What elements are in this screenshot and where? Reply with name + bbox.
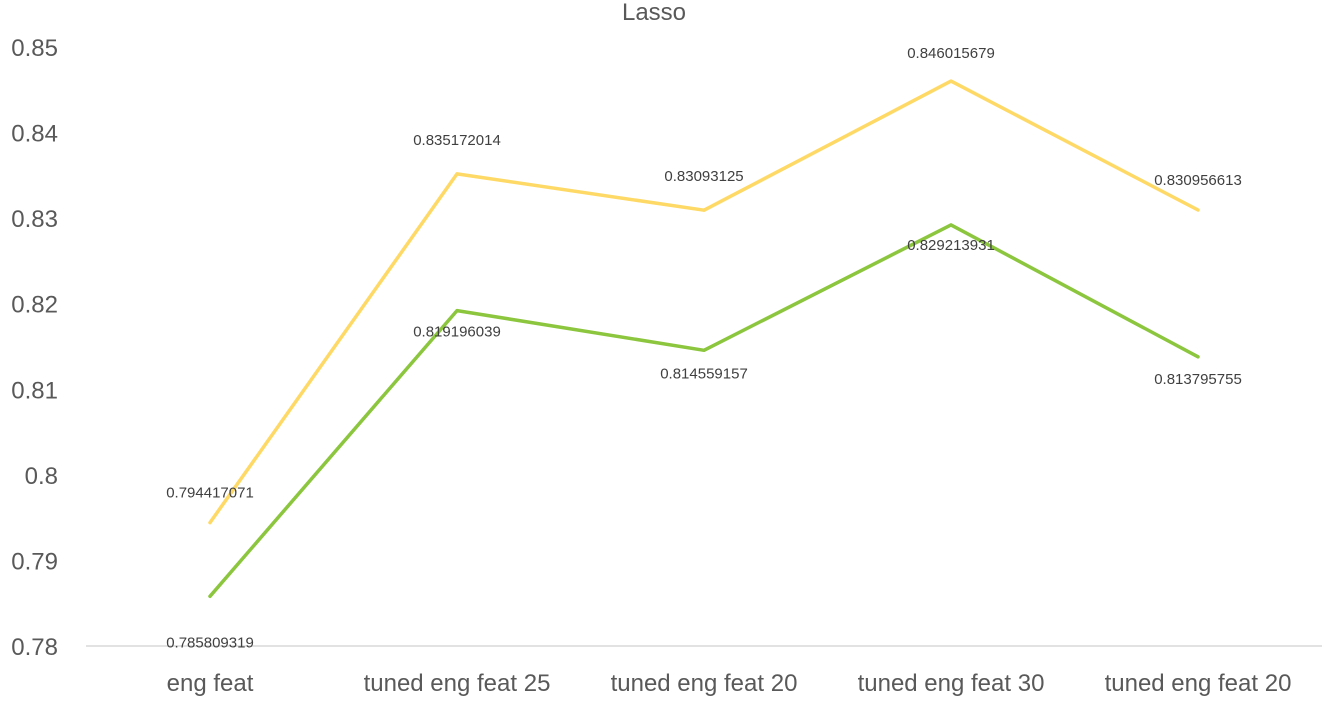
y-tick-label: 0.82 [11,292,58,319]
x-tick-label: tuned eng feat 25 [364,670,551,697]
data-label: 0.830956613 [1154,172,1242,189]
series-1-point [702,208,706,212]
series-2-point [455,309,459,313]
series-line-2 [208,223,1200,599]
data-label: 0.83093125 [664,168,743,185]
series-2-point [702,348,706,352]
y-axis-ticks: 0.78 0.79 0.8 0.81 0.82 0.83 0.84 0.85 [11,35,58,661]
data-label: 0.819196039 [413,324,501,341]
x-tick-label: tuned eng feat 20 [611,670,798,697]
series-2-point [208,594,212,598]
data-label: 0.835172014 [413,132,501,149]
chart-title: Lasso [622,0,686,26]
y-tick-label: 0.85 [11,35,58,62]
series-lines [208,79,1200,599]
series-line-1 [208,79,1200,525]
series-2-point [1196,355,1200,359]
data-label: 0.785809319 [166,634,254,651]
y-tick-label: 0.78 [11,634,58,661]
series-1-point [455,172,459,176]
y-tick-label: 0.8 [25,463,58,490]
x-tick-label: tuned eng feat 30 [858,670,1045,697]
y-tick-label: 0.81 [11,377,58,404]
data-label: 0.794417071 [166,485,254,502]
series-1-point [208,521,212,525]
data-label: 0.829213931 [907,237,995,254]
x-tick-label: tuned eng feat 20 [1105,670,1292,697]
x-axis-ticks: eng feat tuned eng feat 25 tuned eng feat … [167,670,1292,697]
data-label: 0.814559157 [660,365,748,382]
y-tick-label: 0.83 [11,206,58,233]
y-tick-label: 0.84 [11,121,58,148]
series-1-point [949,79,953,83]
data-label: 0.846015679 [907,45,995,62]
y-tick-label: 0.79 [11,548,58,575]
data-label: 0.813795755 [1154,371,1242,388]
x-tick-label: eng feat [167,670,254,697]
data-labels: 0.794417071 0.835172014 0.83093125 0.846015… [166,45,1242,651]
series-2-point [949,223,953,227]
series-1-point [1196,208,1200,212]
